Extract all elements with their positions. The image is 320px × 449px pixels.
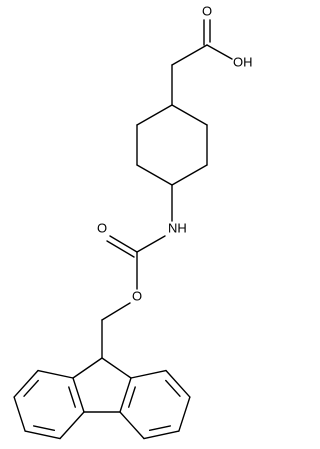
bond (143, 430, 180, 440)
atom-label: OH (233, 54, 253, 69)
bond (13, 369, 39, 398)
atom-label: O (132, 288, 142, 303)
bond (13, 396, 26, 432)
bond (106, 240, 135, 258)
bond (165, 379, 181, 397)
structure: O OH NH O O (13, 3, 253, 440)
bond (136, 235, 166, 253)
bond (23, 379, 39, 397)
bond (101, 302, 131, 321)
bond (136, 104, 173, 126)
bond (171, 164, 208, 186)
bond (178, 396, 191, 432)
bond (171, 44, 208, 66)
bond (119, 377, 132, 413)
bond (136, 164, 173, 186)
bond (72, 377, 85, 413)
bonds (13, 19, 233, 440)
bond (24, 430, 61, 440)
bond (109, 235, 138, 253)
bond (171, 104, 208, 126)
bond (148, 425, 172, 432)
bond (37, 369, 74, 379)
atom-label: NH (168, 220, 187, 235)
bond (165, 369, 191, 398)
bond (59, 411, 85, 440)
bond (72, 357, 103, 379)
bond (119, 411, 145, 440)
bond (206, 44, 233, 60)
atom-label: O (97, 220, 107, 235)
bond (130, 369, 167, 379)
bond (68, 386, 76, 408)
atom-label: O (202, 3, 212, 18)
bond (128, 386, 136, 408)
bond (101, 357, 132, 379)
bond (32, 425, 56, 432)
